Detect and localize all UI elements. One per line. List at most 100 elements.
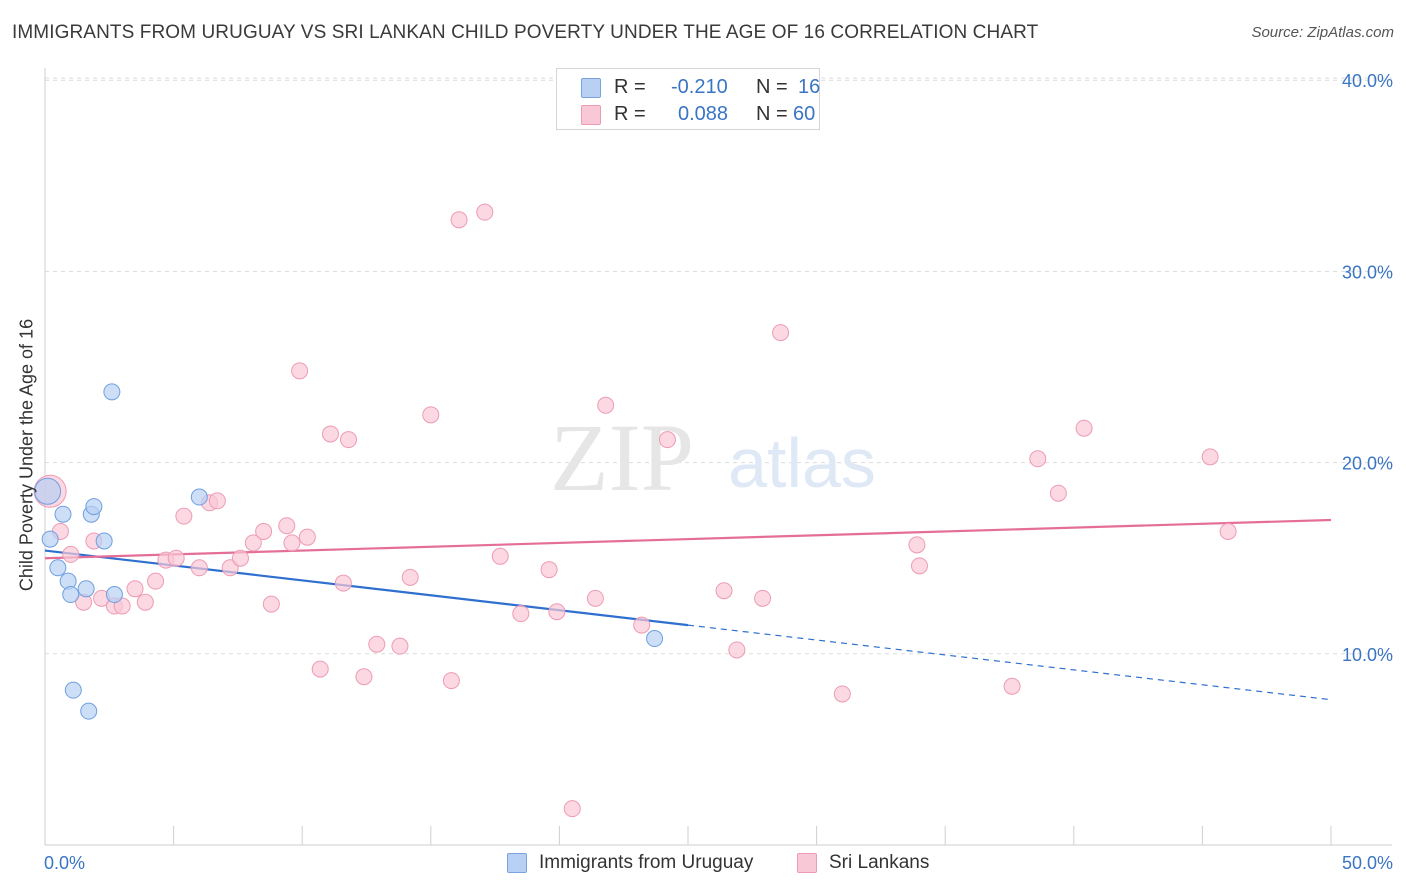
data-point-uruguay <box>41 530 59 548</box>
bottom-legend-label-srilanka: Sri Lankans <box>829 852 930 873</box>
data-point-srilanka <box>633 616 651 634</box>
data-point-uruguay <box>64 681 82 699</box>
source-label: Source: ZipAtlas.com <box>1251 24 1394 41</box>
data-point-uruguay <box>103 383 121 401</box>
data-point-srilanka <box>540 561 558 579</box>
data-point-srilanka <box>62 545 80 563</box>
data-point-srilanka <box>401 568 419 586</box>
data-point-srilanka <box>190 559 208 577</box>
legend-r-value: -0.210 <box>671 76 728 98</box>
data-point-srilanka <box>1219 522 1237 540</box>
data-point-srilanka <box>715 582 733 600</box>
data-point-srilanka <box>334 574 352 592</box>
data-point-srilanka <box>1075 419 1093 437</box>
trend-lines <box>44 518 1332 701</box>
bottom-legend-label-uruguay: Immigrants from Uruguay <box>539 852 754 873</box>
data-point-srilanka <box>262 595 280 613</box>
legend-n-label: N = <box>756 103 788 125</box>
data-point-srilanka <box>355 668 373 686</box>
bottom-legend-swatch-srilanka <box>797 853 817 873</box>
data-point-srilanka <box>244 534 262 552</box>
bottom-legend-swatch-uruguay <box>507 853 527 873</box>
x-tick-label: 0.0% <box>44 853 85 873</box>
data-point-uruguay <box>95 532 113 550</box>
data-point-srilanka <box>1029 450 1047 468</box>
data-point-srilanka <box>908 536 926 554</box>
legend-n-label: N = <box>756 76 788 98</box>
data-point-srilanka <box>658 431 676 449</box>
data-point-srilanka <box>175 507 193 525</box>
data-point-srilanka <box>298 528 316 546</box>
watermark-zip: ZIP <box>550 404 694 511</box>
watermark-atlas: atlas <box>728 424 876 502</box>
data-point-srilanka <box>339 431 357 449</box>
data-point-srilanka <box>368 635 386 653</box>
legend-r-label: R = <box>614 103 646 125</box>
data-point-uruguay <box>49 559 67 577</box>
series-points <box>33 203 1237 818</box>
trend-line-uruguay <box>44 549 689 627</box>
data-point-srilanka <box>450 211 468 229</box>
data-point-srilanka <box>754 589 772 607</box>
data-point-srilanka <box>391 637 409 655</box>
data-point-uruguay <box>54 505 72 523</box>
data-point-srilanka <box>1201 448 1219 466</box>
data-point-srilanka <box>476 203 494 221</box>
x-tick-label: 50.0% <box>1342 853 1393 873</box>
data-point-uruguay <box>646 630 664 648</box>
watermark: ZIP atlas <box>550 404 876 511</box>
legend-n-value: 16 <box>798 76 821 98</box>
data-point-srilanka <box>167 549 185 567</box>
y-axis-label: Child Poverty Under the Age of 16 <box>16 318 37 592</box>
data-point-srilanka <box>597 396 615 414</box>
legend-r-label: R = <box>614 76 646 98</box>
data-point-srilanka <box>512 605 530 623</box>
data-point-srilanka <box>586 589 604 607</box>
chart-title: IMMIGRANTS FROM URUGUAY VS SRI LANKAN CH… <box>12 22 1039 43</box>
trend-line-srilanka <box>44 518 1332 560</box>
data-point-srilanka <box>442 672 460 690</box>
data-point-srilanka <box>126 580 144 598</box>
data-point-uruguay <box>105 586 123 604</box>
y-tick-label: 20.0% <box>1342 454 1393 474</box>
data-point-srilanka <box>278 517 296 535</box>
data-point-srilanka <box>208 492 226 510</box>
legend-r-value: 0.088 <box>678 103 729 125</box>
data-point-srilanka <box>1003 677 1021 695</box>
data-point-uruguay <box>77 580 95 598</box>
data-point-srilanka <box>491 547 509 565</box>
data-point-srilanka <box>321 425 339 443</box>
data-point-srilanka <box>772 324 790 342</box>
y-tick-label: 10.0% <box>1342 645 1393 665</box>
data-point-uruguay <box>85 498 103 516</box>
data-point-srilanka <box>833 685 851 703</box>
data-point-srilanka <box>563 800 581 818</box>
data-point-uruguay <box>62 586 80 604</box>
y-tick-label: 30.0% <box>1342 262 1393 282</box>
axes <box>44 68 1392 846</box>
data-point-srilanka <box>910 557 928 575</box>
data-point-srilanka <box>311 660 329 678</box>
legend-swatch-srilanka <box>581 105 601 125</box>
gridlines <box>45 77 1392 655</box>
data-point-uruguay <box>190 488 208 506</box>
data-point-srilanka <box>255 522 273 540</box>
data-point-srilanka <box>136 593 154 611</box>
y-tick-label: 40.0% <box>1342 71 1393 91</box>
data-point-srilanka <box>422 406 440 424</box>
data-point-srilanka <box>548 603 566 621</box>
data-point-srilanka <box>1049 484 1067 502</box>
data-point-srilanka <box>147 572 165 590</box>
data-point-uruguay <box>80 702 98 720</box>
trend-line-extension-uruguay <box>687 624 1332 701</box>
tick-labels: 10.0% 20.0% 30.0% 40.0% 0.0% 50.0% <box>44 71 1393 873</box>
data-point-srilanka <box>728 641 746 659</box>
legend-swatch-uruguay <box>581 78 601 98</box>
data-point-srilanka <box>283 534 301 552</box>
data-point-srilanka <box>231 549 249 567</box>
data-point-uruguay <box>34 477 62 505</box>
correlation-legend: R = -0.210 N = 16 R = 0.088 N = 60 <box>556 68 820 130</box>
legend-n-value: 60 <box>793 103 816 125</box>
data-point-srilanka <box>291 362 309 380</box>
